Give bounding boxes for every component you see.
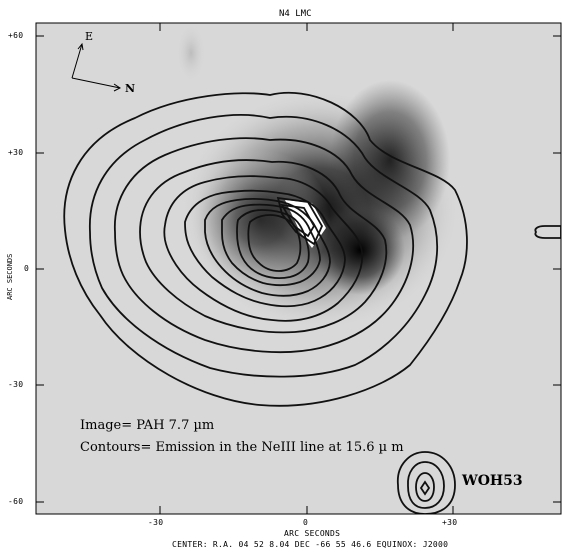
neiii-contours [63,91,561,514]
y-tick-label: +60 [8,31,24,40]
x-tick-label: 0 [303,518,309,527]
figure-title: N4 LMC [279,9,312,19]
y-tick-label: 0 [24,264,30,273]
y-tick-label: -60 [8,497,24,506]
x-axis-label: ARC SECONDS [284,529,341,538]
compass-north-label: N [125,82,136,95]
y-axis-label: ARC SECONDS [6,253,14,300]
pah-image [176,23,460,330]
x-tick-label: -30 [148,518,164,527]
y-tick-label: -30 [8,380,24,389]
coordinate-footer: CENTER: R.A. 04 52 8.04 DEC -66 55 46.6 … [172,540,449,549]
compass-east-label: E [85,30,94,43]
compass-arrows [71,42,121,92]
y-tick-label: +30 [8,148,24,157]
contours-annotation: Contours= Emission in the NeIII line at … [80,440,404,455]
x-tick-label: +30 [442,518,458,527]
source-label-woh53: WOH53 [462,473,523,489]
axis-ticks [36,23,561,514]
image-annotation: Image= PAH 7.7 µm [80,418,215,433]
